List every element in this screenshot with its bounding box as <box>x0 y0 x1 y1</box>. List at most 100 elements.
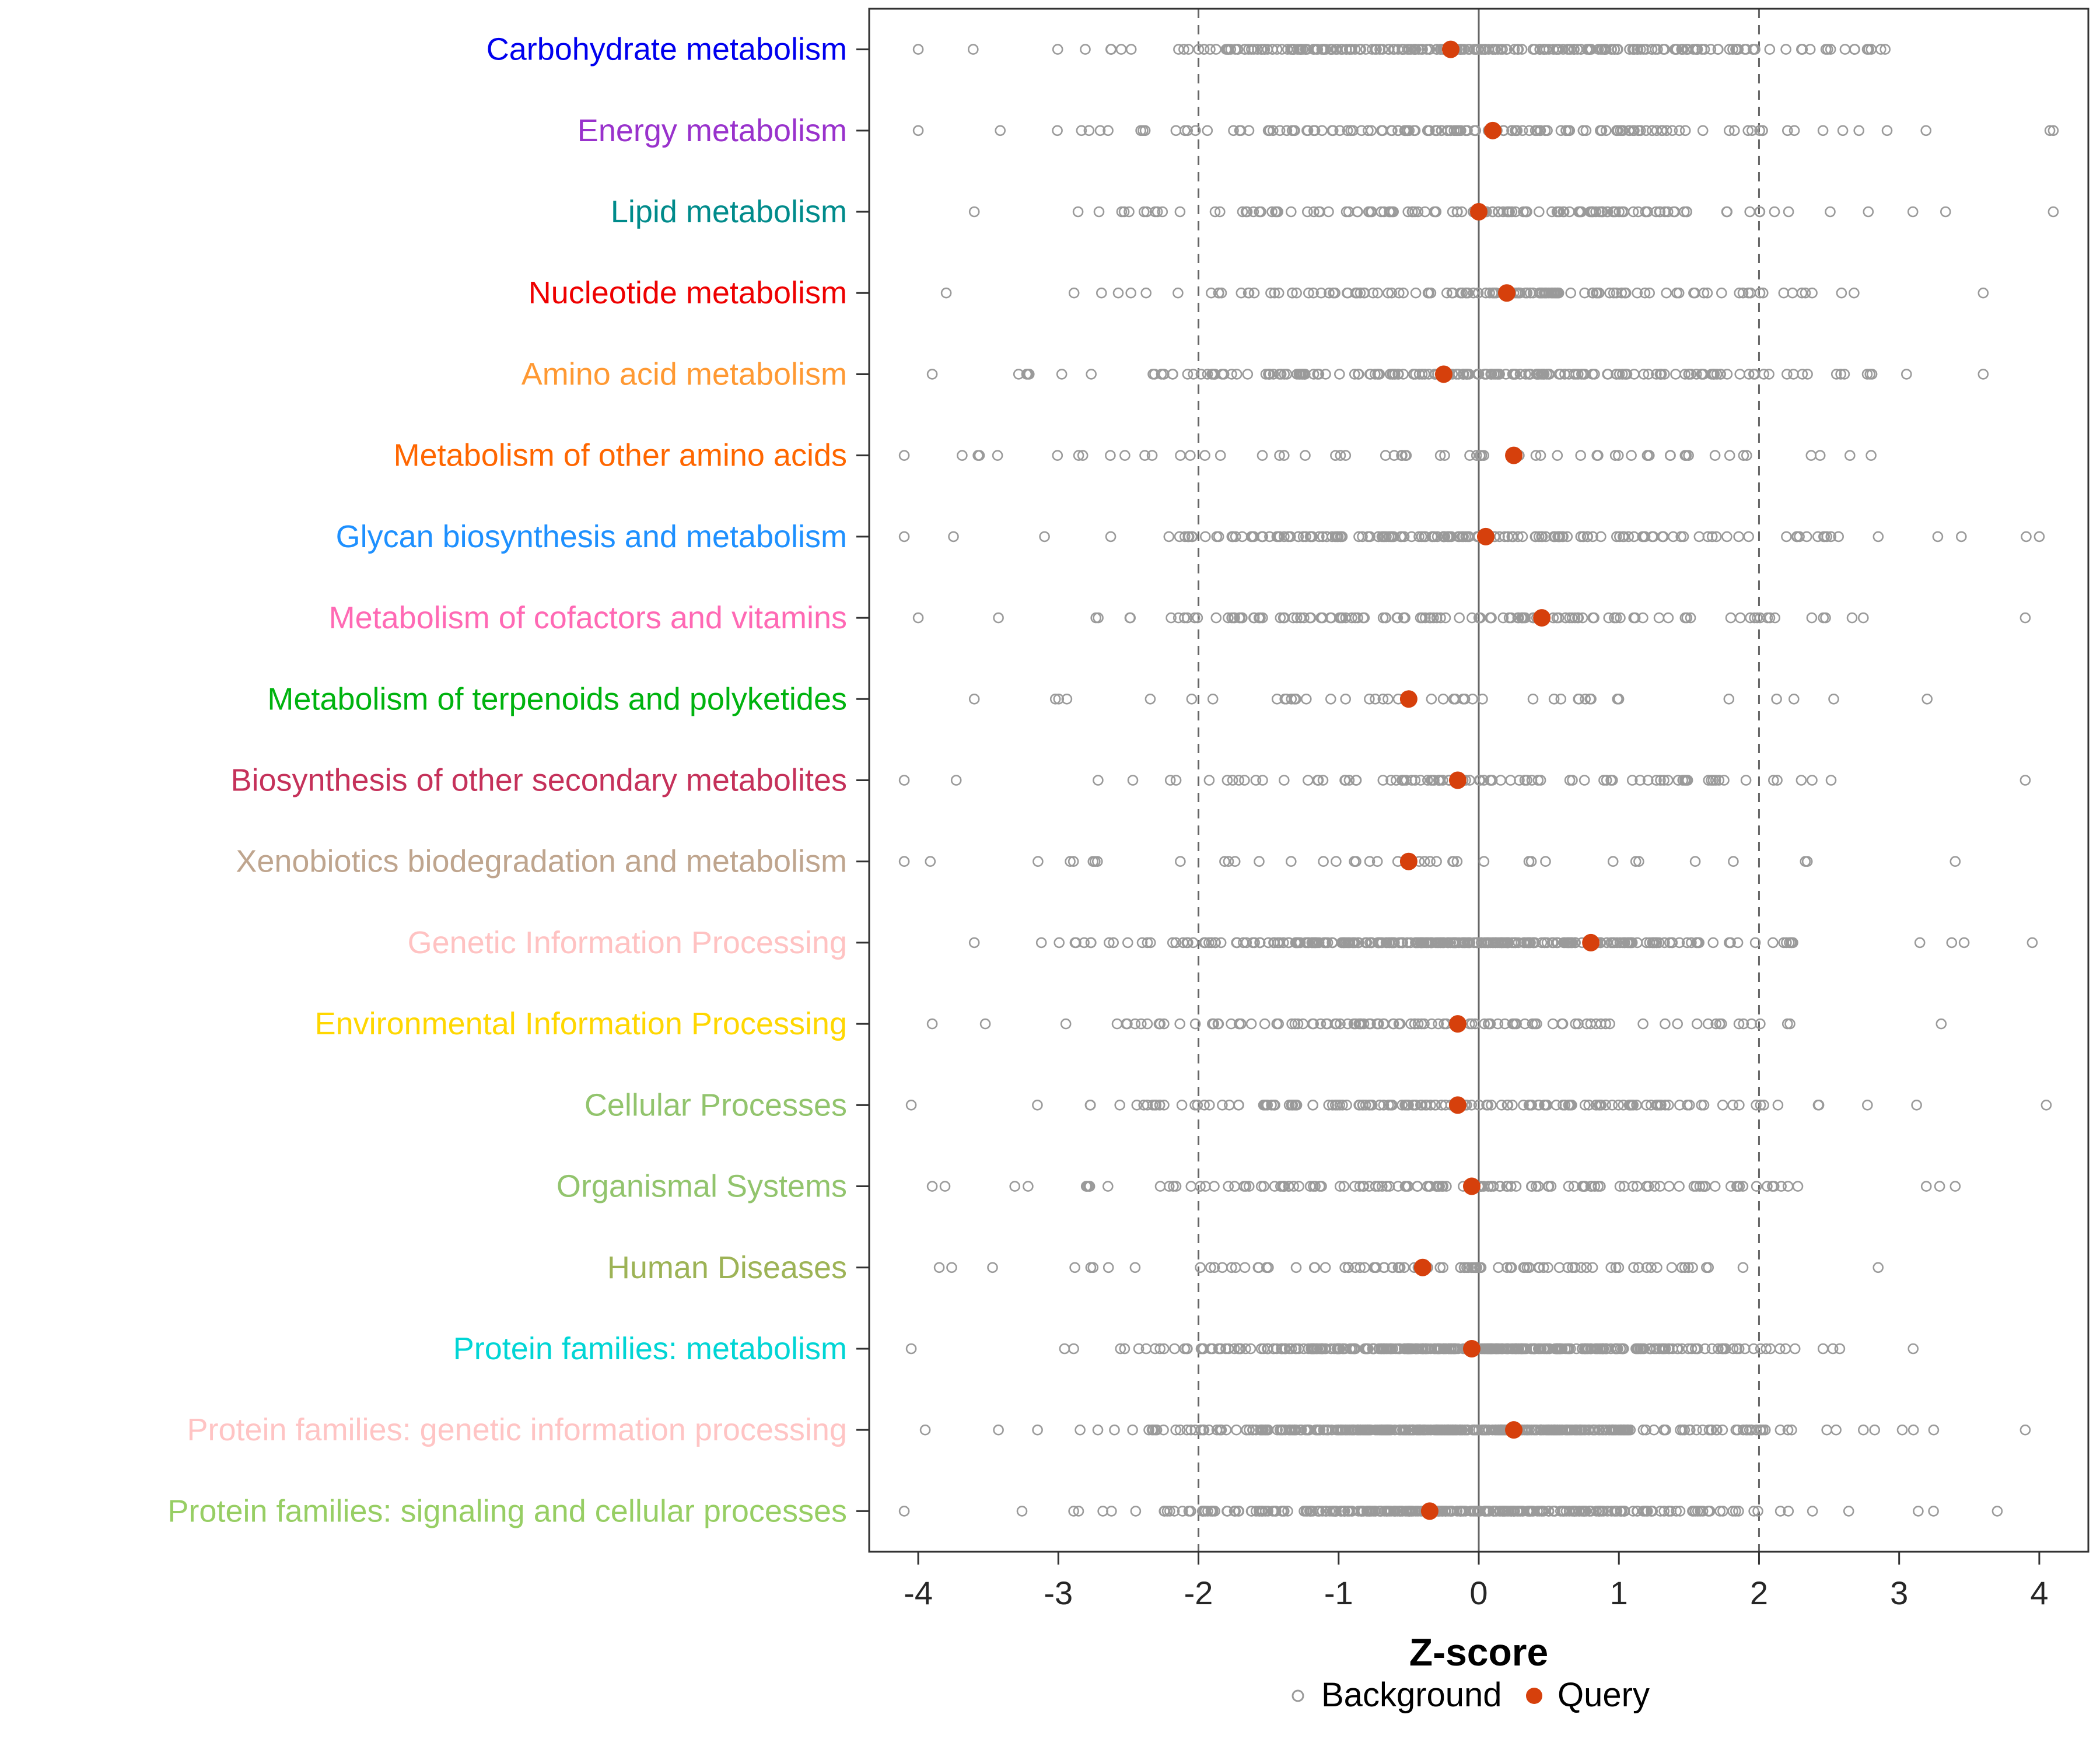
background-point <box>1835 369 1846 380</box>
background-point <box>1508 1506 1520 1517</box>
background-point <box>1524 1100 1535 1111</box>
x-tick-label: -2 <box>1184 1574 1213 1611</box>
background-point <box>1527 44 1539 55</box>
background-point <box>1086 937 1097 949</box>
background-point <box>1272 531 1284 543</box>
background-point <box>1374 1100 1385 1111</box>
background-point <box>1688 44 1699 55</box>
background-point <box>1553 531 1565 543</box>
background-point <box>1370 1424 1381 1436</box>
background-point <box>2044 125 2056 137</box>
background-point <box>1517 125 1528 137</box>
background-point <box>1922 694 1933 705</box>
background-point <box>1481 369 1492 380</box>
background-point <box>1457 369 1469 380</box>
background-point <box>1531 369 1542 380</box>
background-point <box>1445 125 1457 137</box>
background-point <box>2020 612 2031 624</box>
background-point <box>1264 531 1275 543</box>
background-point <box>1210 937 1221 949</box>
background-point <box>1538 44 1549 55</box>
background-point <box>1080 44 1091 55</box>
background-point <box>1738 450 1749 461</box>
background-point <box>1402 937 1413 949</box>
background-point <box>1486 1100 1497 1111</box>
background-point <box>1646 44 1658 55</box>
background-point <box>1378 1343 1389 1355</box>
background-point <box>1692 44 1703 55</box>
background-point <box>1417 1343 1429 1355</box>
background-point <box>1513 937 1524 949</box>
background-point <box>1468 1262 1480 1273</box>
background-point <box>1516 44 1528 55</box>
background-point <box>1234 612 1245 624</box>
background-point <box>1374 369 1385 380</box>
background-point <box>1199 450 1210 461</box>
background-point <box>1519 937 1530 949</box>
background-point <box>1812 1100 1824 1111</box>
background-point <box>1450 937 1461 949</box>
background-point <box>1259 1100 1270 1111</box>
background-point <box>1267 44 1278 55</box>
background-point <box>1685 612 1696 624</box>
background-point <box>1683 1262 1694 1273</box>
background-point <box>1558 1506 1570 1517</box>
background-point <box>1471 450 1482 461</box>
background-point <box>1577 612 1588 624</box>
background-point <box>1717 1100 1728 1111</box>
background-point <box>1516 1343 1527 1355</box>
background-point <box>1377 612 1389 624</box>
background-point <box>1604 1018 1615 1030</box>
background-point <box>1424 612 1436 624</box>
background-point <box>1783 206 1794 218</box>
background-point <box>1254 937 1266 949</box>
background-point <box>1460 125 1471 137</box>
background-point <box>1318 856 1329 867</box>
background-point <box>1336 531 1348 543</box>
background-point <box>1462 287 1474 299</box>
category-label: Metabolism of terpenoids and polyketides <box>267 681 847 716</box>
background-point <box>1723 694 1735 705</box>
background-point <box>1455 125 1466 137</box>
background-point <box>1334 369 1345 380</box>
background-point <box>1404 125 1415 137</box>
background-point <box>1692 1343 1703 1355</box>
background-point <box>1207 1018 1218 1030</box>
background-point <box>1288 44 1299 55</box>
background-point <box>1534 125 1545 137</box>
background-point <box>1385 775 1396 786</box>
background-point <box>1452 125 1464 137</box>
background-point <box>1150 1424 1161 1436</box>
background-point <box>1591 1343 1603 1355</box>
background-point <box>1210 612 1222 624</box>
background-point <box>1069 1262 1080 1273</box>
background-point <box>1524 369 1535 380</box>
background-point <box>1737 1262 1749 1273</box>
background-point <box>1335 450 1346 461</box>
background-point <box>1651 775 1662 786</box>
background-point <box>1671 287 1682 299</box>
background-point <box>1774 1506 1786 1517</box>
background-point <box>1661 125 1672 137</box>
background-point <box>1506 1262 1517 1273</box>
background-point <box>1384 369 1396 380</box>
background-point <box>1729 125 1740 137</box>
background-point <box>926 1181 938 1192</box>
background-point <box>1426 694 1437 705</box>
background-point <box>1485 1181 1497 1192</box>
background-point <box>1317 775 1329 786</box>
background-point <box>1238 937 1249 949</box>
background-point <box>1186 694 1198 705</box>
background-point <box>1206 937 1217 949</box>
background-point <box>1733 1018 1745 1030</box>
background-point <box>1493 1424 1504 1436</box>
background-point <box>1262 1343 1273 1355</box>
background-point <box>1286 1100 1297 1111</box>
background-point <box>2048 206 2059 218</box>
background-point <box>1381 1506 1392 1517</box>
background-point <box>1339 1262 1350 1273</box>
background-point <box>1404 1506 1415 1517</box>
background-point <box>1424 1181 1436 1192</box>
background-point <box>968 937 980 949</box>
background-point <box>1336 1424 1348 1436</box>
